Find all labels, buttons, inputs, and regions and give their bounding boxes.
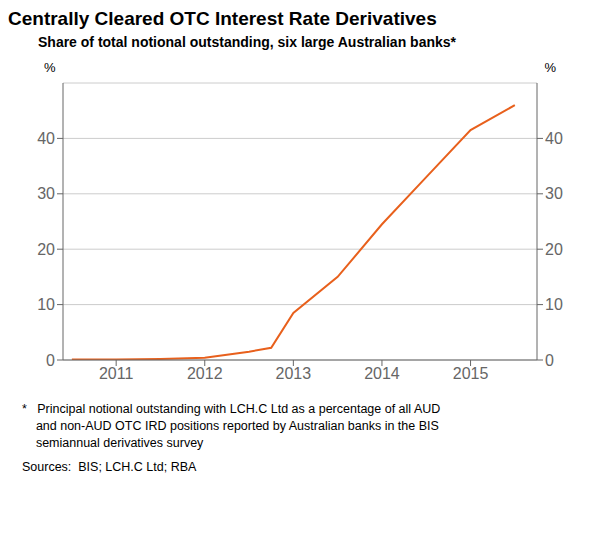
svg-text:40: 40 — [37, 130, 55, 147]
svg-text:10: 10 — [545, 296, 563, 313]
svg-text:30: 30 — [545, 185, 563, 202]
svg-text:2014: 2014 — [364, 365, 400, 382]
html-text:semiannual derivatives survey: semiannual derivatives survey — [22, 436, 204, 450]
svg-text:20: 20 — [545, 241, 563, 258]
svg-text:2015: 2015 — [453, 365, 489, 382]
svg-text:0: 0 — [46, 352, 55, 369]
svg-text:20: 20 — [37, 241, 55, 258]
svg-text:2012: 2012 — [187, 365, 223, 382]
html-text:Sources: BIS; LCH.C Ltd; RBA: Sources: BIS; LCH.C Ltd; RBA — [22, 460, 197, 474]
svg-text:30: 30 — [37, 185, 55, 202]
svg-text:40: 40 — [545, 130, 563, 147]
html-text:Centrally Cleared OTC Interest: Centrally Cleared OTC Interest Rate Deri… — [8, 8, 437, 29]
svg-text:2011: 2011 — [99, 365, 134, 382]
html-text:* Principal notional outstandi: * Principal notional outstanding with LC… — [22, 402, 441, 416]
svg-text:10: 10 — [37, 296, 55, 313]
svg-text:2013: 2013 — [276, 365, 312, 382]
html-text:Share of total notional outsta: Share of total notional outstanding, six… — [38, 34, 456, 50]
html-text:and non-AUD OTC IRD positions: and non-AUD OTC IRD positions reported b… — [22, 419, 439, 433]
svg-text:0: 0 — [545, 352, 554, 369]
